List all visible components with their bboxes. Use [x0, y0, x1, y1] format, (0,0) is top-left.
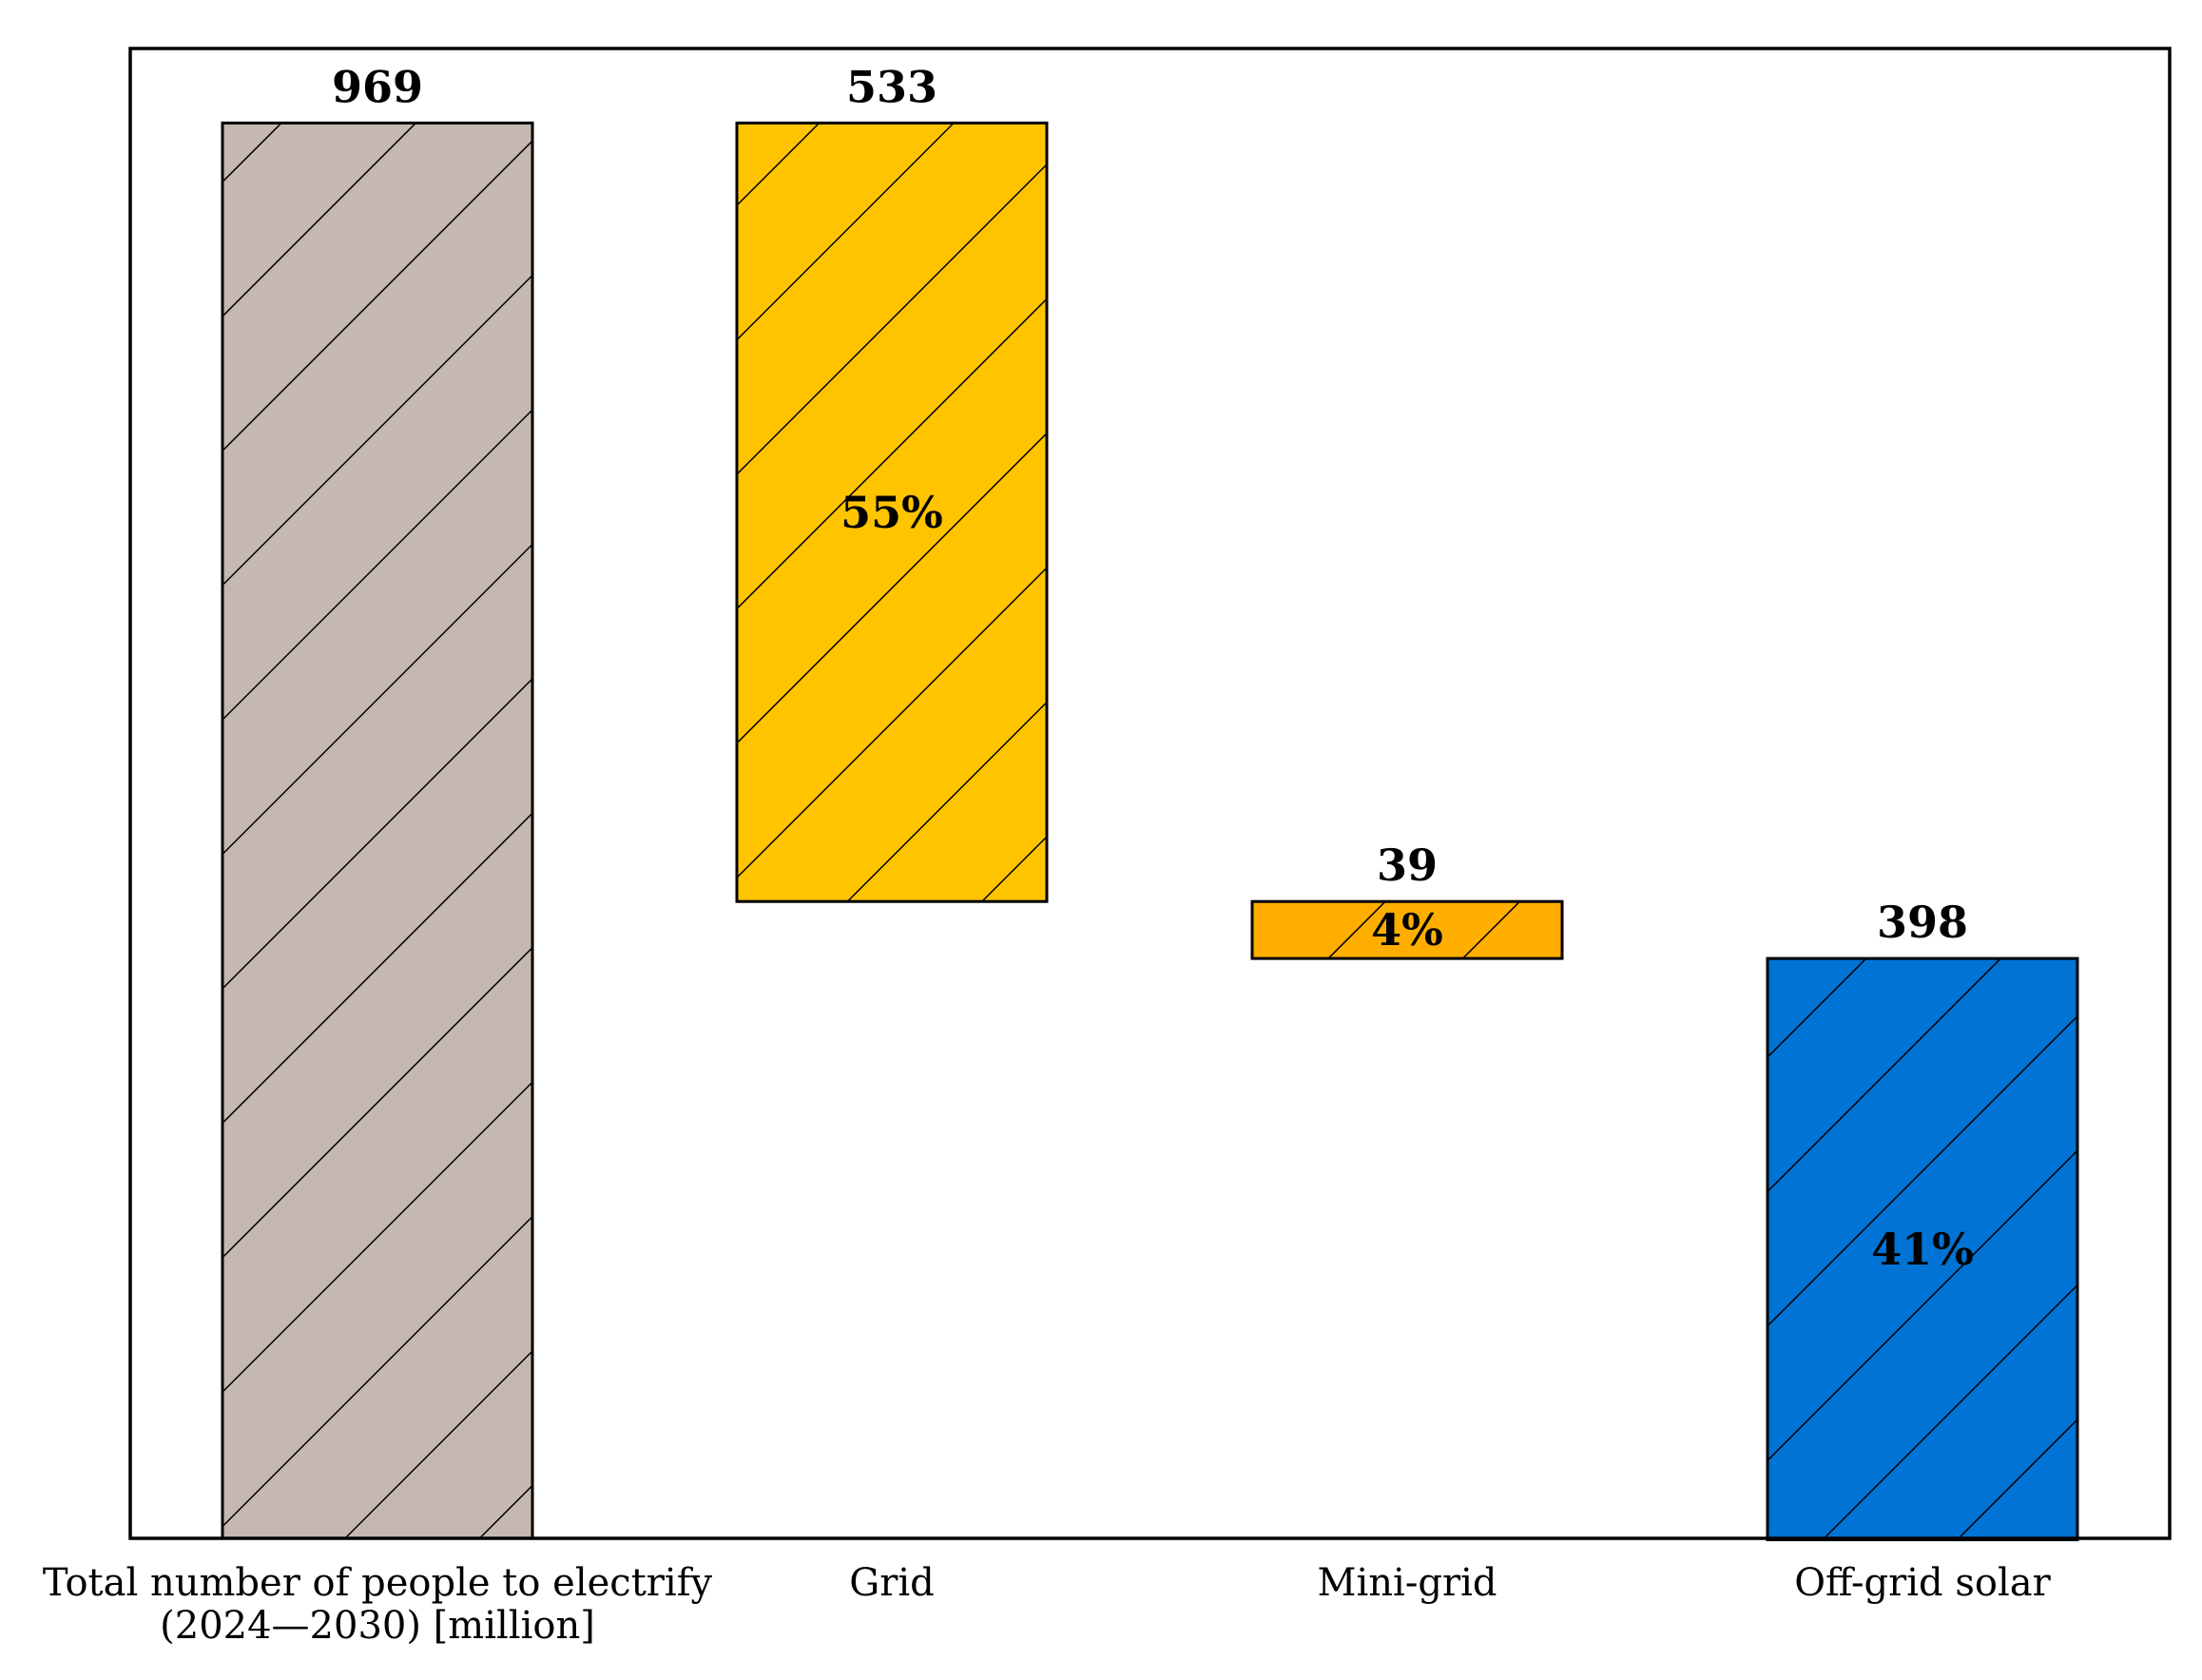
bar-hatch-2	[1250, 899, 1564, 960]
value-label-3: 398	[1877, 897, 1968, 948]
x-tick-label-0-line-1: (2024—2030) [million]	[160, 1604, 595, 1648]
value-label-2: 39	[1377, 840, 1438, 891]
x-tick-label-2: Mini-grid	[1318, 1561, 1497, 1605]
x-tick-label-1: Grid	[849, 1561, 934, 1605]
bar-hatch-0	[221, 121, 534, 1540]
bars-group	[221, 121, 2079, 1542]
bar-hatch-3	[1766, 956, 2079, 1542]
bar-hatch-1	[735, 121, 1049, 903]
percent-label-3: 41%	[1871, 1224, 1974, 1275]
x-tick-label-3: Off-grid solar	[1794, 1561, 2051, 1605]
labels-group: 969 Total number of people to electrify(2…	[43, 61, 2052, 1648]
value-label-0: 969	[332, 61, 423, 112]
x-tick-label-0-line-0: Total number of people to electrify	[43, 1561, 713, 1605]
percent-label-2: 4%	[1371, 904, 1443, 956]
value-label-1: 533	[846, 61, 937, 112]
percent-label-1: 55%	[840, 487, 943, 538]
plot-frame	[128, 47, 2172, 1540]
